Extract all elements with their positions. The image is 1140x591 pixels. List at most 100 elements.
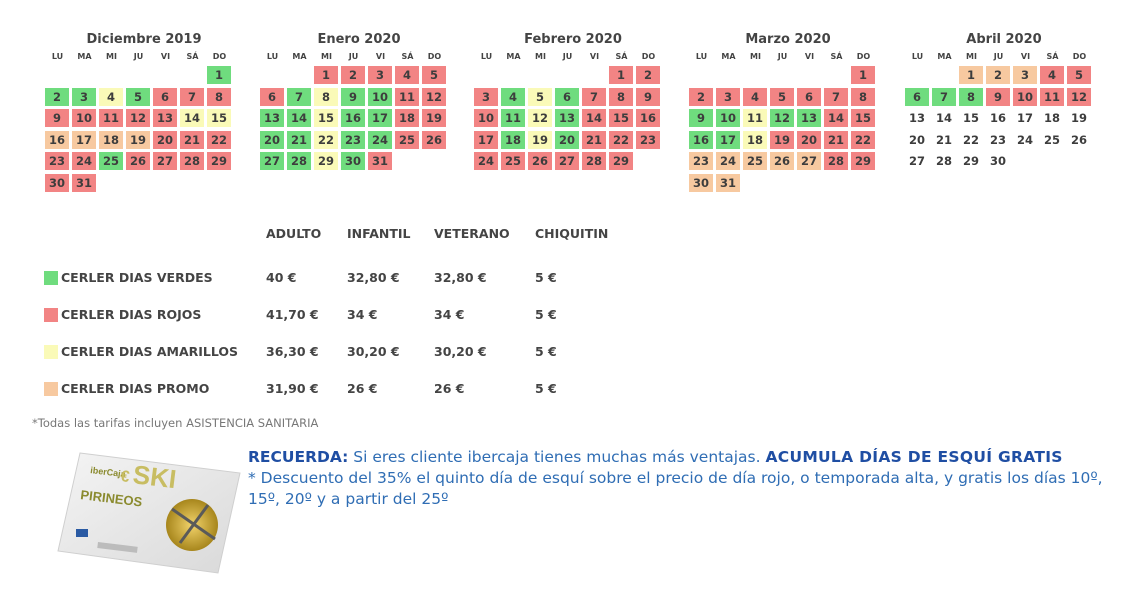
month-title: Febrero 2020 [524,32,622,47]
day-cell: 18 [395,109,419,127]
day-cell: 6 [905,87,929,106]
weekday-label: DO [856,52,871,61]
day-cell: 5 [528,87,552,106]
day-cell: 29 [314,152,338,170]
price-cell: 30,20 € [347,344,400,359]
day-cell: 4 [501,87,525,106]
day-cell: 25 [501,152,525,170]
day-cell: 22 [207,130,231,149]
day-cell: 18 [99,130,123,149]
weekday-label: DO [427,52,442,61]
day-cell: 1 [959,66,983,84]
day-cell: 15 [851,109,875,127]
day-cell: 21 [287,130,311,149]
day-cell: 3 [1013,66,1037,84]
day-cell: 27 [797,152,821,170]
weekday-header: LU MA MI JU VI SÁ DO [259,50,459,64]
day-cell: 3 [716,87,740,106]
price-cell: 5 € [535,270,557,285]
day-cell: 9 [45,109,69,127]
weekday-label: SÁ [830,52,843,61]
weekday-header: LU MA MI JU VI SÁ DO [44,50,244,64]
day-cell: 27 [260,152,284,170]
color-swatch [44,270,58,285]
day-cell: 30 [989,154,1006,168]
header-veterano: VETERANO [434,226,510,241]
day-cell: 19 [422,109,446,127]
day-cell: 23 [689,152,713,170]
day-cell: 2 [636,66,660,84]
day-cell: 4 [743,87,767,106]
day-cell: 24 [474,152,498,170]
card-euro-text: € [120,468,131,486]
price-row-promo: CERLER DIAS PROMO 31,90 € 26 € 26 € 5 € [44,370,664,407]
weekday-label: MI [106,52,117,61]
day-cell: 7 [287,87,311,106]
day-cell: 11 [743,109,767,127]
price-cell: 5 € [535,344,557,359]
day-cell: 2 [45,87,69,106]
weekday-label: MI [321,52,332,61]
days-grid: 1 2 3 4 5 6 7 8 9 10 11 12 13 14 15 16 17 18 19 20 21 22 23 24 2… [688,66,888,195]
weekday-label: LU [266,52,279,61]
day-cell: 11 [1040,87,1064,106]
color-swatch [44,381,58,396]
weekday-header: LU MA MI JU VI SÁ DO [473,50,673,64]
price-table: ADULTO INFANTIL VETERANO CHIQUITIN CERLE… [44,222,664,407]
day-cell: 15 [314,109,338,127]
day-cell: 13 [555,109,579,127]
day-cell: 2 [689,87,713,106]
weekday-label: MA [937,52,952,61]
day-cell: 25 [1043,132,1060,147]
day-cell: 14 [824,109,848,127]
day-cell: 17 [474,130,498,149]
day-cell: 10 [368,87,392,106]
day-cell: 15 [609,109,633,127]
day-cell: 18 [1043,111,1060,125]
day-cell: 14 [287,109,311,127]
day-cell: 24 [72,152,96,170]
day-cell: 18 [501,130,525,149]
header-spacer [44,222,266,246]
promo-line-1: RECUERDA: Si eres cliente ibercaja tiene… [248,447,1118,468]
promo-highlight: ACUMULA DÍAS DE ESQUÍ GRATIS [765,448,1063,466]
day-cell: 11 [99,109,123,127]
day-cell: 19 [126,130,150,149]
days-grid: 1 2 3 4 5 6 7 8 9 10 11 12 13 14 15 16 17 18 19 20 21 22 23 24 2… [904,66,1104,174]
header-adulto: ADULTO [266,226,322,241]
day-cell: 11 [501,109,525,127]
day-cell: 22 [851,130,875,149]
day-cell: 12 [528,109,552,127]
color-swatch [44,344,58,359]
day-cell: 6 [260,87,284,106]
weekday-label: JU [777,52,788,61]
day-cell: 25 [99,152,123,170]
day-cell: 8 [207,87,231,106]
weekday-header: LU MA MI JU VI SÁ DO [688,50,888,64]
weekday-label: JU [348,52,359,61]
price-cell: 34 € [434,307,465,322]
day-cell: 18 [743,130,767,149]
day-cell: 17 [716,130,740,149]
weekday-label: SÁ [401,52,414,61]
price-table-header: ADULTO INFANTIL VETERANO CHIQUITIN [44,222,664,246]
day-cell: 30 [341,152,365,170]
day-cell: 9 [636,87,660,106]
day-cell: 29 [962,154,979,168]
header-chiquitin: CHIQUITIN [535,226,609,241]
day-cell: 5 [1067,66,1091,84]
day-cell: 12 [126,109,150,127]
day-cell: 29 [851,152,875,170]
weekday-label: VI [804,52,815,61]
day-cell: 6 [153,87,177,106]
day-cell: 12 [1067,87,1091,106]
day-cell: 23 [341,130,365,149]
price-cell: 36,30 € [266,344,319,359]
day-cell: 26 [422,130,446,149]
day-cell: 10 [474,109,498,127]
day-cell: 19 [528,130,552,149]
price-cell: 5 € [535,381,557,396]
day-cell: 7 [824,87,848,106]
weekday-label: DO [212,52,227,61]
